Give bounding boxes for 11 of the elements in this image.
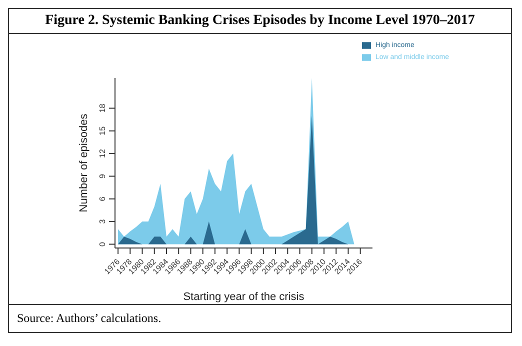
source-note: Source: Authors’ calculations. — [17, 311, 162, 326]
y-tick-label: 15 — [98, 126, 107, 136]
y-tick-label: 0 — [98, 241, 107, 246]
y-tick-label: 3 — [98, 218, 107, 224]
y-axis-title: Number of episodes — [78, 113, 90, 212]
y-tick-label: 6 — [98, 196, 107, 202]
y-tick-label: 18 — [98, 103, 107, 113]
x-axis-title: Starting year of the crisis — [183, 291, 305, 303]
chart-title: Figure 2. Systemic Banking Crises Episodes by Income Level 1970–2017 — [8, 8, 512, 34]
y-tick-label: 9 — [98, 173, 107, 178]
y-tick-label: 12 — [98, 148, 107, 158]
